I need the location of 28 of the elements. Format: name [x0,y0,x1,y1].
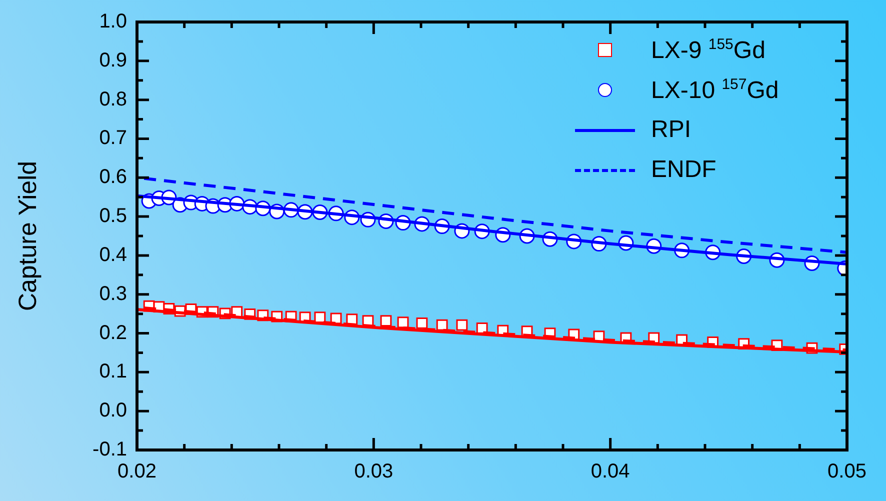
point [456,319,468,331]
y-tick-label: -0.1 [92,438,127,461]
legend-label: LX-10 $^{157}$Gd [651,76,779,104]
point [416,317,428,329]
line-series [142,176,847,254]
y-tick-label: 1.0 [99,10,127,33]
point [314,312,326,324]
point [380,315,392,327]
point [436,319,448,331]
y-tick-label: 0.1 [99,360,127,383]
x-tick-label: 0.02 [118,460,156,483]
y-tick-label: 0.3 [99,282,127,305]
y-tick-label: 0.2 [99,322,127,344]
legend-label: RPI [651,116,692,144]
y-tick-label: 0.6 [99,166,127,188]
y-tick-label: 0.9 [99,49,127,72]
y-tick-label: 0.7 [99,127,127,150]
x-tick-label: 0.04 [590,460,630,483]
legend-label: LX-9 $^{155}$Gd [651,36,766,64]
y-axis-title: Capture Yield [14,160,42,312]
x-tick-label: 0.05 [828,460,866,483]
x-tick-label: 0.03 [354,460,394,483]
y-tick-label: 0.5 [99,205,127,228]
point [397,316,409,328]
y-tick-label: 0.0 [99,400,127,422]
y-tick-label: 0.4 [99,244,127,266]
y-tick-label: 0.8 [99,88,127,110]
legend-label: ENDF [651,156,716,184]
